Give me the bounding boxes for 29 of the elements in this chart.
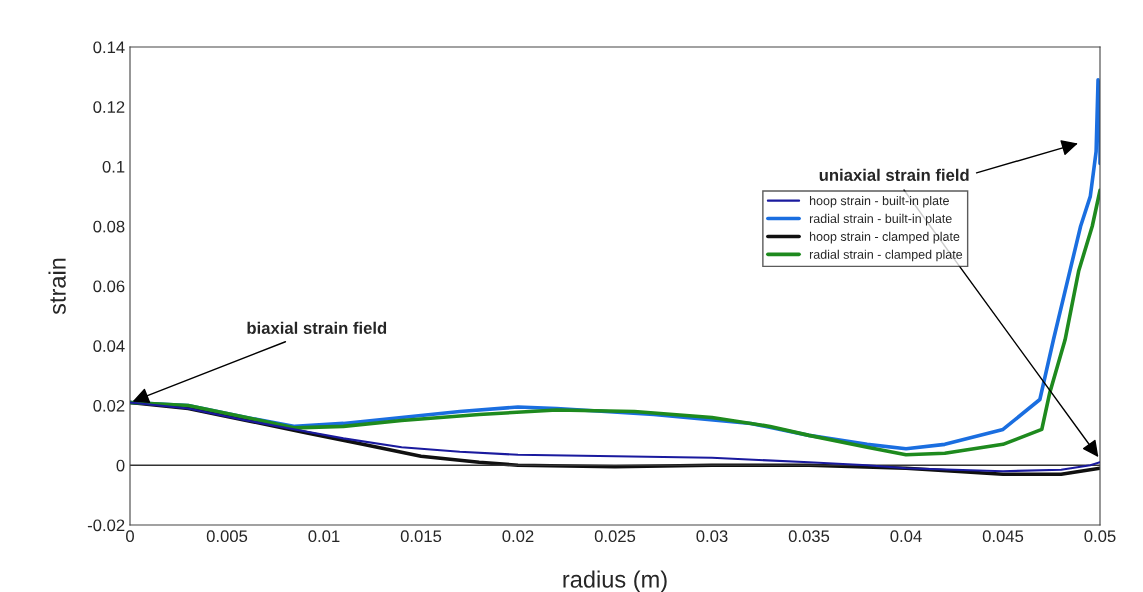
y-tick-label: 0.06	[93, 280, 125, 293]
x-tick-label: 0.01	[308, 530, 340, 543]
y-tick-label: 0	[116, 459, 125, 472]
x-axis-title: radius (m)	[563, 570, 667, 592]
legend-label: hoop strain - clamped plate	[809, 231, 960, 244]
x-tick-label: 0.04	[890, 530, 922, 543]
y-tick-label: 0.04	[93, 340, 125, 352]
y-tick-label: 0.02	[93, 399, 125, 412]
x-tick-label: 0.03	[696, 530, 728, 543]
legend-label: radial strain - clamped plate	[809, 249, 963, 262]
y-tick-label: 0.12	[93, 101, 125, 113]
x-tick-label: 0.02	[502, 530, 534, 543]
y-tick-label: 0.08	[93, 220, 125, 233]
x-tick-label: 0.045	[982, 530, 1024, 543]
line-series	[130, 188, 1100, 457]
x-tick-label: 0.015	[400, 530, 442, 543]
annotation: biaxial strain field	[247, 321, 387, 334]
x-tick-label: 0.035	[788, 530, 830, 543]
annotation: uniaxial strain field	[819, 168, 969, 181]
y-tick-label: -0.02	[87, 519, 125, 532]
legend-label: hoop strain - built-in plate	[809, 195, 949, 208]
y-axis-title: strain	[48, 258, 66, 315]
x-tick-label: 0.005	[206, 530, 248, 543]
x-tick-label: 0.05	[1084, 530, 1116, 543]
y-tick-label: 0.14	[93, 41, 125, 54]
y-tick-label: 0.1	[102, 160, 125, 173]
x-tick-label: 0.025	[594, 530, 636, 543]
legend-label: radial strain - built-in plate	[809, 213, 952, 226]
x-tick-label: 0	[126, 530, 134, 543]
